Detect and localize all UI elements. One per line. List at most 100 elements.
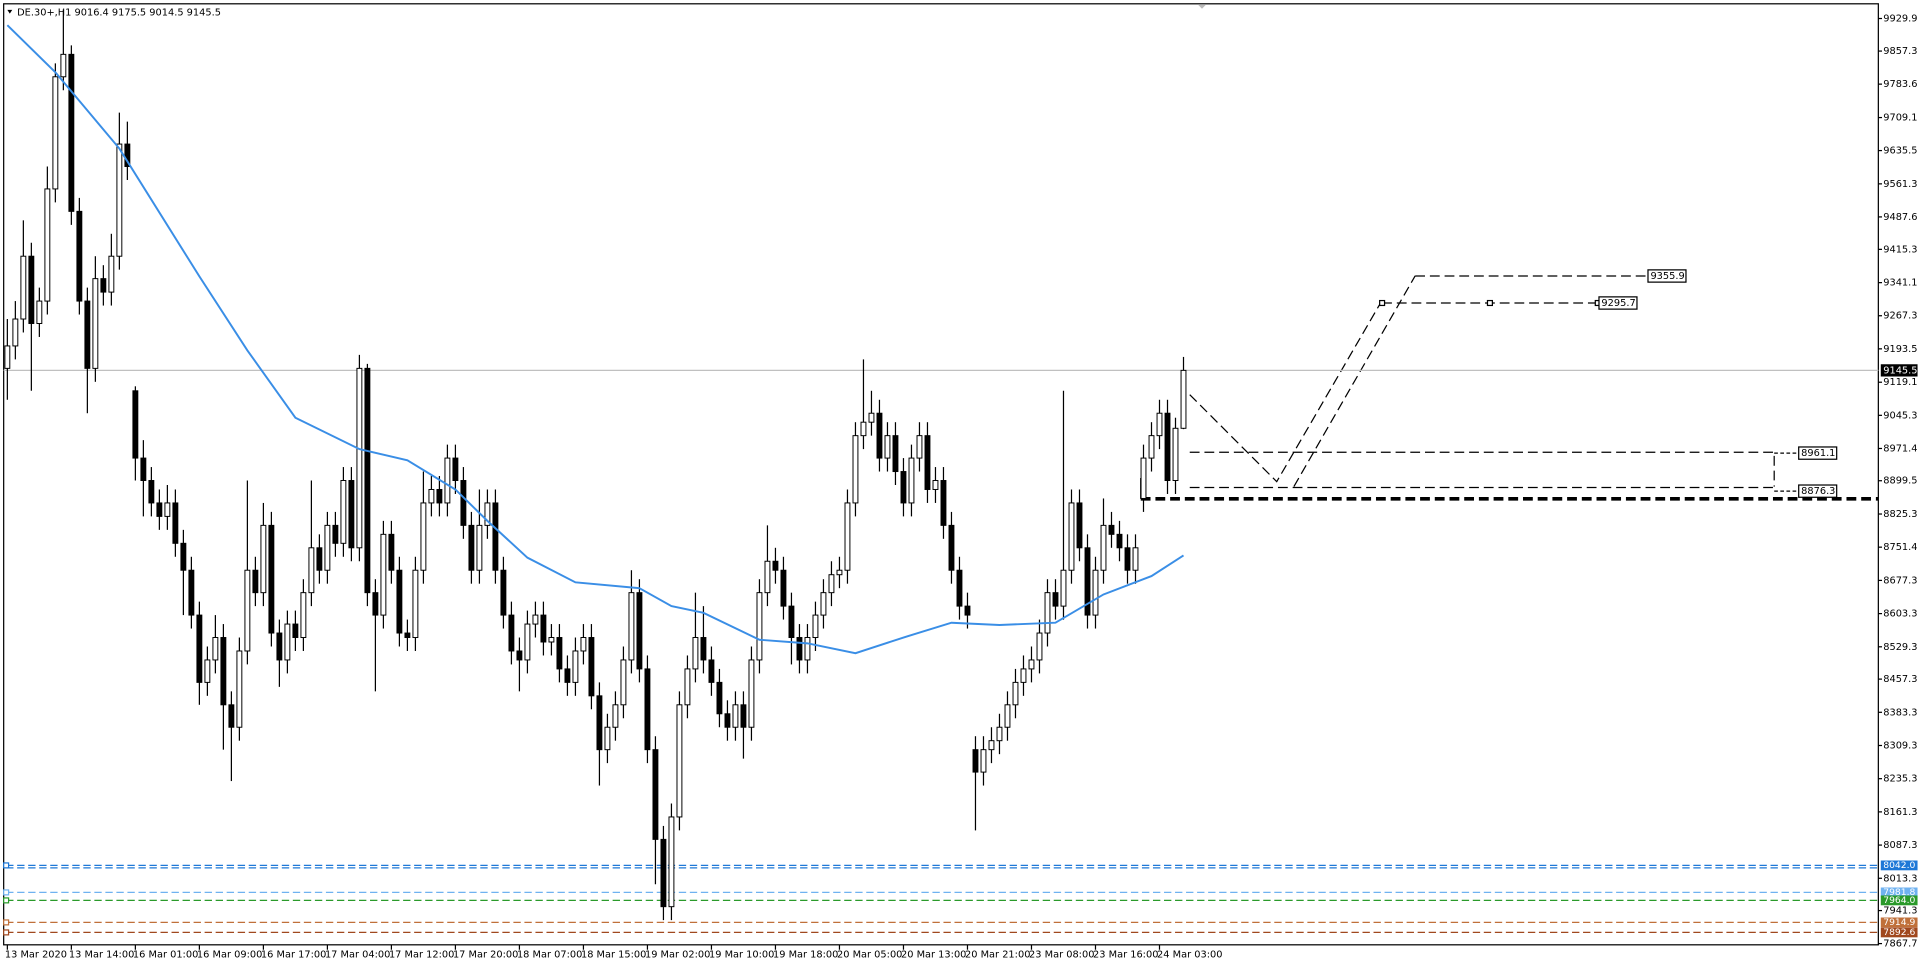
y-tick-label: 9857.3: [1883, 46, 1917, 57]
x-tick-label: 18 Mar 15:00: [581, 950, 646, 961]
projection-line: [1189, 300, 1383, 483]
candle-body: [100, 278, 107, 293]
candle-body: [516, 650, 523, 661]
candle-body: [644, 668, 651, 751]
candle-body: [372, 592, 379, 616]
level-anchor: [3, 889, 10, 896]
candle-body: [1004, 704, 1011, 728]
candle-body: [556, 637, 563, 670]
candle-body: [348, 480, 355, 549]
candle-body: [900, 471, 907, 504]
candle-body: [1028, 659, 1035, 670]
candle-body: [772, 560, 779, 571]
candle-body: [1172, 427, 1179, 482]
level-box: [1880, 860, 1918, 871]
bid-label: 9145.5: [1883, 365, 1917, 376]
candle-body: [908, 457, 915, 504]
x-tick-label: 17 Mar 04:00: [325, 950, 390, 961]
bid-box: [1880, 364, 1918, 377]
candle-body: [1116, 533, 1123, 549]
candle-body: [476, 524, 483, 571]
candle-body: [1148, 435, 1155, 459]
candle-body: [724, 713, 731, 728]
y-tick-label: 9193.5: [1883, 344, 1917, 355]
candle-body: [492, 502, 499, 571]
plot-frame: [3, 3, 1879, 946]
candle-body: [28, 255, 35, 324]
projection-line: [1293, 275, 1416, 487]
candle-body: [660, 838, 667, 908]
candle-body: [340, 480, 347, 544]
menu-arrow[interactable]: [7, 9, 13, 14]
level-box: [1880, 917, 1918, 928]
candle-body: [884, 435, 891, 459]
x-tick-label: 18 Mar 07:00: [517, 950, 582, 961]
candle-body: [628, 592, 635, 661]
y-tick-label: 8013.3: [1883, 873, 1917, 884]
x-tick-label: 20 Mar 13:00: [901, 950, 966, 961]
level-label: 8042.0: [1883, 860, 1915, 871]
candle-body: [924, 435, 931, 490]
x-tick-label: 19 Mar 10:00: [709, 950, 774, 961]
candle-body: [508, 614, 515, 652]
candle-body: [1060, 569, 1067, 607]
x-tick-label: 17 Mar 20:00: [453, 950, 518, 961]
y-tick-label: 8751.4: [1883, 542, 1917, 553]
candle-body: [812, 614, 819, 639]
candle-body: [1076, 502, 1083, 549]
y-tick-label: 9709.1: [1883, 113, 1917, 124]
candle-body: [468, 524, 475, 571]
candle-body: [972, 749, 979, 773]
candle-body: [1044, 592, 1051, 634]
candle-body: [964, 605, 971, 616]
candle-body: [292, 623, 299, 639]
candle-body: [12, 318, 19, 347]
level-box: [1880, 927, 1918, 938]
candle-body: [860, 421, 867, 437]
candle-body: [300, 592, 307, 639]
candle-body: [412, 569, 419, 639]
candle-body: [204, 659, 211, 683]
candle-body: [1100, 524, 1107, 571]
candle-body: [532, 614, 539, 625]
y-tick-label: 8677.3: [1883, 575, 1917, 586]
target-box: [1798, 446, 1838, 460]
candle-body: [668, 816, 675, 908]
candle-body: [364, 367, 371, 594]
candle-body: [1108, 524, 1115, 535]
level-label: 7914.9: [1883, 917, 1915, 928]
candle-body: [76, 210, 83, 302]
x-tick-label: 13 Mar 14:00: [69, 950, 134, 961]
candle-body: [700, 637, 707, 661]
y-tick-label: 8971.4: [1883, 443, 1917, 454]
candle-body: [1180, 369, 1187, 429]
candle-body: [236, 650, 243, 728]
y-tick-label: 8603.3: [1883, 609, 1917, 620]
y-tick-label: 8899.5: [1883, 476, 1917, 487]
candle-body: [932, 480, 939, 490]
candle-body: [460, 480, 467, 526]
candle-body: [940, 480, 947, 526]
candle-body: [148, 480, 155, 504]
moving-average: [6, 24, 1185, 655]
y-tick-label: 8309.3: [1883, 740, 1917, 751]
candle-body: [252, 569, 259, 594]
level-anchor: [3, 897, 10, 904]
projection-box: [1189, 451, 1775, 487]
candle-body: [1020, 668, 1027, 683]
candle-body: [1068, 502, 1075, 571]
candle-body: [980, 749, 987, 773]
x-tick-label: 23 Mar 08:00: [1029, 950, 1094, 961]
y-tick-label: 7941.3: [1883, 906, 1917, 917]
shift-marker: [1198, 5, 1206, 9]
x-tick-label: 20 Mar 05:00: [837, 950, 902, 961]
candle-body: [20, 255, 27, 320]
candle-body: [404, 632, 411, 639]
y-tick-label: 9415.3: [1883, 244, 1917, 255]
level-anchor: [3, 862, 10, 869]
chart-header: DE.30+,H1 9016.4 9175.5 9014.5 9145.5: [17, 7, 221, 18]
x-tick-label: 13 Mar 2020: [5, 950, 67, 961]
candle-body: [132, 390, 139, 459]
candle-body: [124, 143, 131, 167]
candle-body: [1084, 547, 1091, 616]
